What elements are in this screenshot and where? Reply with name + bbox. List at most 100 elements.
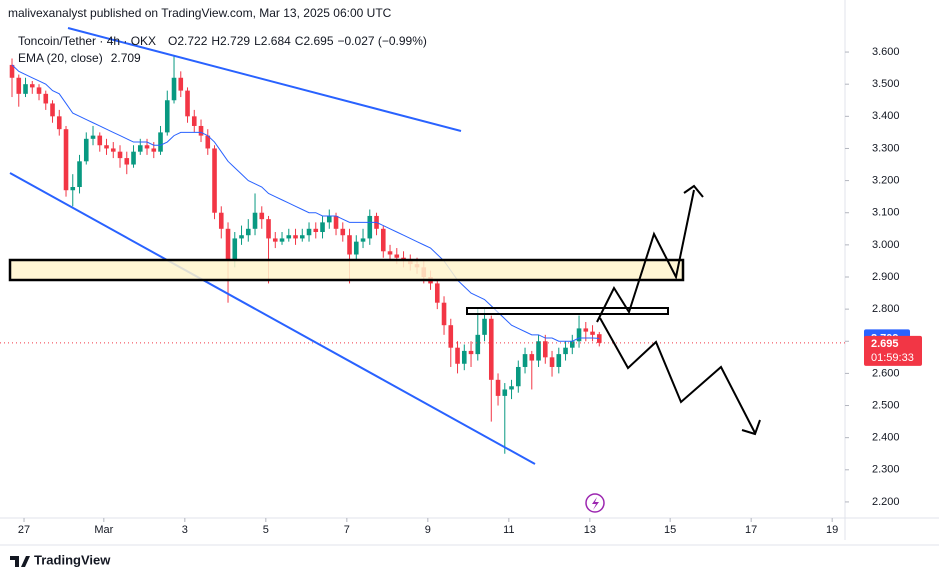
- ohlc-key: H: [211, 34, 220, 48]
- ohlc-value: 2.684: [261, 34, 291, 48]
- candle-body: [259, 212, 265, 220]
- candle-body: [225, 228, 231, 261]
- candle-body: [495, 379, 501, 396]
- close-price-label: 2.695: [871, 338, 899, 350]
- plot-area: [0, 51, 849, 522]
- candle-body: [583, 328, 589, 332]
- candle-body: [482, 318, 487, 335]
- candle-body: [43, 93, 49, 104]
- countdown: 01:59:33: [871, 352, 914, 364]
- candle-body: [90, 135, 96, 139]
- y-tick-label: 2.500: [872, 399, 900, 411]
- ohlc-value: 2.729: [220, 34, 250, 48]
- change: −0.027 (−0.99%): [338, 34, 427, 48]
- candle-body: [83, 138, 89, 162]
- close-price-box: [864, 335, 922, 366]
- candle-body: [239, 235, 244, 239]
- candle-body: [441, 302, 447, 326]
- candle-body: [191, 116, 197, 126]
- arrow-head: [741, 419, 761, 436]
- candle-body: [509, 386, 514, 390]
- logo-mark: [10, 556, 30, 567]
- ohlc-value: 2.695: [303, 34, 333, 48]
- candle-body: [205, 135, 211, 149]
- candle-body: [110, 148, 116, 152]
- candle-body: [529, 354, 535, 361]
- candle-body: [590, 331, 595, 335]
- candle-body: [522, 354, 528, 367]
- candle-body: [320, 222, 325, 233]
- candle-body: [232, 238, 238, 261]
- candle-body: [353, 241, 359, 255]
- candle-body: [475, 334, 481, 355]
- candle-body: [279, 238, 285, 242]
- y-tick-label: 3.000: [872, 239, 900, 251]
- candle-body: [340, 228, 346, 236]
- candle-body: [9, 64, 15, 78]
- footer-brand[interactable]: TradingView: [34, 552, 111, 567]
- candle-body: [272, 238, 278, 242]
- candle-body: [576, 328, 582, 342]
- candle-body: [515, 366, 521, 387]
- candle-body: [23, 84, 28, 94]
- y-tick-label: 2.600: [872, 367, 900, 379]
- candle-body: [245, 228, 251, 236]
- symbol-title: Toncoin/Tether · 4h · OKX: [18, 34, 156, 48]
- channel-lower: [9, 172, 536, 465]
- candle-body: [299, 235, 305, 239]
- legend-entry: EMA (20, close): [18, 51, 103, 65]
- candle-body: [56, 116, 62, 130]
- candle-body: [313, 228, 319, 233]
- drawings: [8, 27, 761, 513]
- candle-body: [252, 212, 258, 229]
- ohlc-key: C: [295, 34, 304, 48]
- y-tick-label: 3.100: [872, 207, 900, 219]
- legend: Toncoin/Tether · 4h · OKX O 2.722 H 2.729 L 2.…: [18, 34, 427, 65]
- bull-scenario-arrow: [596, 189, 695, 323]
- candle-body: [171, 77, 177, 101]
- event-icon-bolt: [592, 497, 599, 510]
- candle-body: [137, 145, 143, 152]
- candle-body: [70, 187, 76, 191]
- candle-body: [63, 129, 69, 191]
- candle-body: [347, 235, 352, 255]
- candle-body: [266, 219, 271, 239]
- y-tick-label: 3.500: [872, 78, 900, 90]
- candle-body: [124, 158, 130, 165]
- candle-body: [144, 145, 150, 149]
- event-icon[interactable]: [585, 493, 605, 513]
- x-tick-label: 7: [344, 524, 350, 536]
- y-tick-label: 3.300: [872, 142, 900, 154]
- y-tick-label: 2.900: [872, 271, 900, 283]
- candle-body: [549, 357, 555, 367]
- ohlc-key: L: [254, 34, 261, 48]
- y-tick-label: 2.200: [872, 496, 900, 508]
- candle-body: [488, 318, 494, 380]
- x-tick-label: 3: [182, 524, 188, 536]
- candle-body: [448, 325, 454, 348]
- y-tick-label: 3.600: [872, 46, 900, 58]
- candle-body: [286, 235, 292, 239]
- candle-body: [556, 354, 562, 367]
- candle-body: [455, 347, 460, 364]
- candle-body: [198, 125, 204, 136]
- candle-body: [434, 283, 440, 303]
- ema-value: 2.709: [111, 51, 141, 65]
- candle-body: [563, 347, 568, 355]
- supply-zone: [466, 307, 669, 315]
- x-tick-label: 15: [664, 524, 676, 536]
- candle-body: [394, 254, 400, 258]
- candle-body: [50, 103, 55, 117]
- candle-body: [596, 334, 602, 343]
- candle-body: [36, 87, 42, 94]
- candle-body: [306, 228, 312, 236]
- candle-body: [387, 251, 393, 255]
- candle-body: [131, 151, 136, 165]
- candle-body: [212, 148, 217, 213]
- candle-body: [380, 228, 386, 252]
- candle-body: [461, 350, 467, 364]
- candle-body: [117, 151, 123, 159]
- candle-body: [569, 341, 575, 348]
- ema-line: [11, 64, 600, 342]
